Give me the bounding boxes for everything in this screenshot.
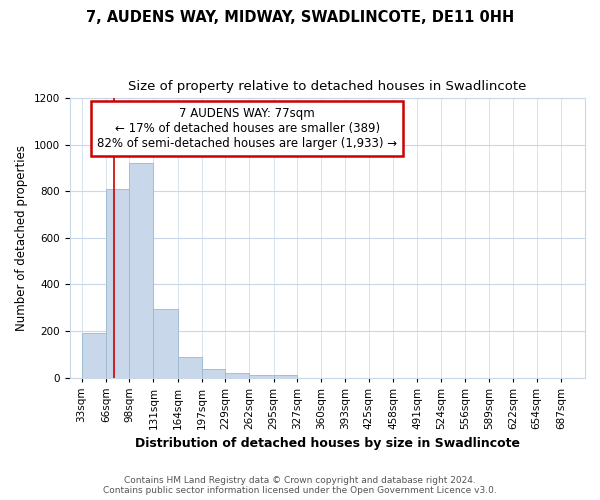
Text: 7, AUDENS WAY, MIDWAY, SWADLINCOTE, DE11 0HH: 7, AUDENS WAY, MIDWAY, SWADLINCOTE, DE11… xyxy=(86,10,514,25)
Bar xyxy=(274,375,297,378)
Bar xyxy=(225,374,250,378)
Text: 7 AUDENS WAY: 77sqm
← 17% of detached houses are smaller (389)
82% of semi-detac: 7 AUDENS WAY: 77sqm ← 17% of detached ho… xyxy=(97,106,397,150)
Bar xyxy=(129,164,154,378)
Bar xyxy=(202,369,225,378)
Bar xyxy=(154,309,178,378)
Bar xyxy=(250,375,274,378)
Y-axis label: Number of detached properties: Number of detached properties xyxy=(15,145,28,331)
Bar xyxy=(82,332,106,378)
Bar xyxy=(106,189,129,378)
Title: Size of property relative to detached houses in Swadlincote: Size of property relative to detached ho… xyxy=(128,80,526,93)
Bar xyxy=(178,356,202,378)
Text: Contains HM Land Registry data © Crown copyright and database right 2024.
Contai: Contains HM Land Registry data © Crown c… xyxy=(103,476,497,495)
X-axis label: Distribution of detached houses by size in Swadlincote: Distribution of detached houses by size … xyxy=(135,437,520,450)
